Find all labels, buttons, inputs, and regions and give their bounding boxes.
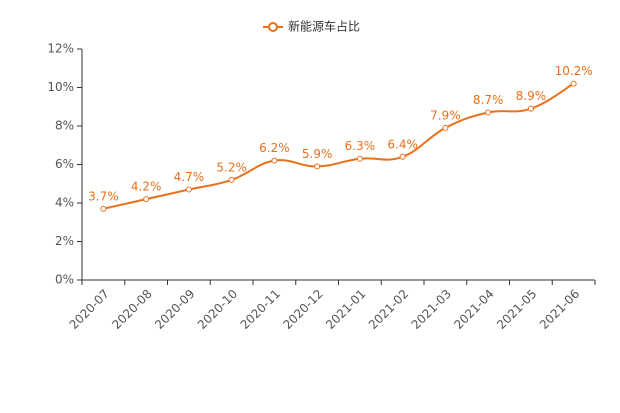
x-tick-label: 2020-12 bbox=[280, 287, 325, 332]
data-point bbox=[100, 205, 107, 212]
data-label: 5.2% bbox=[216, 160, 247, 174]
x-tick-label: 2020-08 bbox=[109, 287, 154, 332]
x-tick-label: 2021-03 bbox=[409, 287, 454, 332]
x-tick-label: 2020-09 bbox=[152, 287, 197, 332]
data-label: 6.2% bbox=[259, 141, 290, 155]
data-point bbox=[399, 153, 406, 160]
data-label: 5.9% bbox=[302, 147, 333, 161]
data-point bbox=[356, 155, 363, 162]
y-tick-label: 6% bbox=[55, 157, 74, 171]
data-point bbox=[442, 124, 449, 131]
data-label: 6.3% bbox=[345, 139, 376, 153]
y-tick-label: 0% bbox=[55, 273, 74, 287]
data-point bbox=[271, 157, 278, 164]
data-point bbox=[228, 176, 235, 183]
y-tick-label: 10% bbox=[47, 80, 74, 94]
y-tick-label: 2% bbox=[55, 234, 74, 248]
data-point bbox=[485, 109, 492, 116]
data-point bbox=[314, 163, 321, 170]
y-tick-label: 4% bbox=[55, 196, 74, 210]
data-point bbox=[570, 80, 577, 87]
data-label: 8.9% bbox=[516, 89, 547, 103]
data-point bbox=[527, 105, 534, 112]
x-tick-label: 2021-02 bbox=[366, 287, 411, 332]
data-label: 4.7% bbox=[174, 170, 205, 184]
legend-marker bbox=[268, 22, 278, 32]
x-tick-label: 2021-05 bbox=[494, 287, 539, 332]
y-tick-label: 8% bbox=[55, 119, 74, 133]
x-tick-label: 2021-04 bbox=[451, 287, 496, 332]
x-tick-label: 2020-10 bbox=[195, 287, 240, 332]
y-tick-label: 12% bbox=[47, 42, 74, 56]
data-label: 6.4% bbox=[387, 137, 418, 151]
data-label: 4.2% bbox=[131, 180, 162, 194]
x-tick-label: 2021-01 bbox=[323, 287, 368, 332]
legend-label: 新能源车占比 bbox=[288, 19, 360, 34]
data-point bbox=[143, 196, 150, 203]
data-label: 7.9% bbox=[430, 108, 461, 122]
series-line bbox=[103, 82, 575, 210]
data-label: 10.2% bbox=[555, 64, 593, 78]
x-tick-label: 2021-06 bbox=[537, 287, 582, 332]
data-label: 8.7% bbox=[473, 93, 504, 107]
x-tick-label: 2020-11 bbox=[238, 287, 283, 332]
x-tick-label: 2020-07 bbox=[67, 287, 112, 332]
data-label: 3.7% bbox=[88, 189, 119, 203]
data-point bbox=[185, 186, 192, 193]
